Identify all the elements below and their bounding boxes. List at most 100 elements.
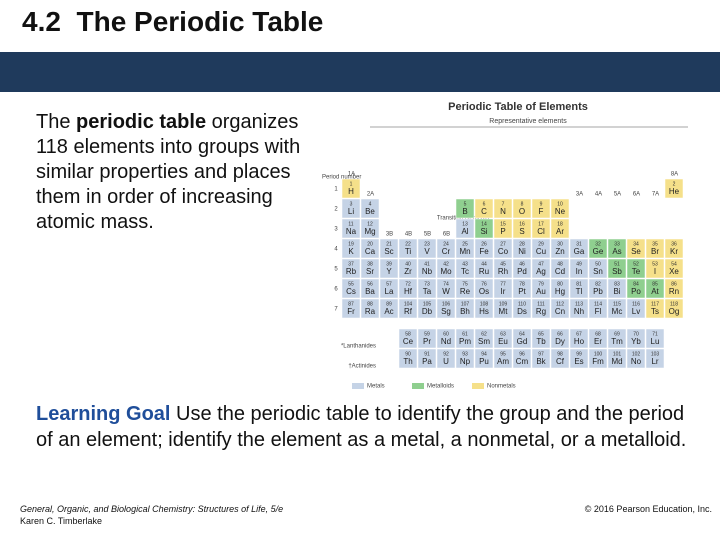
element-symbol: Ca — [365, 247, 376, 256]
atomic-number: 60 — [443, 331, 449, 337]
element-symbol: Re — [460, 287, 471, 296]
element-cell — [379, 238, 399, 259]
element-cell — [436, 298, 456, 319]
element-cell — [531, 238, 551, 259]
element-cell — [398, 258, 418, 279]
element-symbol: Tb — [536, 337, 546, 346]
element-cell — [588, 278, 608, 299]
element-cell — [341, 258, 361, 279]
element-cell — [645, 298, 665, 319]
element-cell — [474, 218, 494, 239]
atomic-number: 36 — [671, 241, 677, 247]
element-cell — [417, 238, 437, 259]
element-cell — [588, 258, 608, 279]
atomic-number: 109 — [499, 301, 508, 307]
element-symbol: Nd — [441, 337, 451, 346]
element-cell — [512, 218, 532, 239]
element-cell — [645, 258, 665, 279]
element-symbol: Cs — [346, 287, 356, 296]
element-symbol: Cl — [537, 227, 545, 236]
atomic-number: 81 — [576, 281, 582, 287]
footer-left: General, Organic, and Biological Chemist… — [20, 503, 320, 527]
atomic-number: 47 — [538, 261, 544, 267]
element-cell — [607, 238, 627, 259]
group-label: 6A — [633, 192, 640, 198]
element-symbol: Sr — [366, 267, 374, 276]
element-symbol: Np — [460, 357, 471, 366]
element-cell — [360, 198, 380, 219]
atomic-number: 34 — [633, 241, 639, 247]
element-symbol: Fm — [592, 357, 604, 366]
atomic-number: 105 — [423, 301, 432, 307]
element-cell — [512, 298, 532, 319]
atomic-number: 58 — [405, 331, 411, 337]
element-cell — [531, 218, 551, 239]
element-cell — [341, 198, 361, 219]
atomic-number: 48 — [557, 261, 563, 267]
group-label: 8A — [671, 172, 678, 178]
legend-label: Metals — [367, 384, 385, 390]
atomic-number: 16 — [519, 221, 525, 227]
element-cell — [417, 298, 437, 319]
atomic-number: 17 — [538, 221, 544, 227]
atomic-number: 90 — [405, 351, 411, 357]
element-symbol: He — [669, 187, 680, 196]
element-cell — [550, 238, 570, 259]
atomic-number: 14 — [481, 221, 487, 227]
element-cell — [417, 348, 437, 369]
element-cell — [341, 238, 361, 259]
element-symbol: Tc — [461, 267, 469, 276]
element-cell — [664, 298, 684, 319]
slide-title: 4.2 The Periodic Table — [22, 6, 324, 37]
element-cell — [664, 258, 684, 279]
atomic-number: 113 — [575, 301, 583, 307]
element-cell — [398, 238, 418, 259]
element-symbol: Li — [348, 207, 354, 216]
element-symbol: Cm — [516, 357, 529, 366]
atomic-number: 102 — [632, 351, 641, 357]
element-cell — [645, 328, 665, 349]
element-cell — [531, 258, 551, 279]
element-symbol: Ag — [536, 267, 546, 276]
element-cell — [493, 238, 513, 259]
element-cell — [455, 348, 475, 369]
element-symbol: Lr — [651, 357, 658, 366]
element-symbol: O — [519, 207, 525, 216]
element-cell — [550, 258, 570, 279]
atomic-number: 13 — [462, 221, 468, 227]
element-cell — [474, 198, 494, 219]
element-cell — [360, 258, 380, 279]
element-symbol: Bi — [613, 287, 620, 296]
element-cell — [531, 328, 551, 349]
element-symbol: S — [519, 227, 524, 236]
atomic-number: 57 — [386, 281, 392, 287]
element-symbol: Rh — [498, 267, 508, 276]
element-symbol: Rn — [669, 287, 679, 296]
element-symbol: No — [631, 357, 642, 366]
atomic-number: 111 — [537, 301, 545, 307]
element-symbol: Cr — [442, 247, 451, 256]
element-symbol: W — [442, 287, 450, 296]
element-cell — [455, 298, 475, 319]
legend-label: Metalloids — [427, 384, 454, 390]
element-symbol: Ds — [517, 307, 527, 316]
atomic-number: 96 — [519, 351, 525, 357]
element-symbol: Ra — [365, 307, 376, 316]
element-symbol: Ga — [574, 247, 585, 256]
atomic-number: 38 — [367, 261, 373, 267]
element-symbol: Bh — [460, 307, 470, 316]
atomic-number: 76 — [481, 281, 487, 287]
element-cell — [550, 198, 570, 219]
atomic-number: 65 — [538, 331, 544, 337]
atomic-number: 70 — [633, 331, 639, 337]
element-symbol: Fe — [479, 247, 489, 256]
atomic-number: 107 — [461, 301, 470, 307]
atomic-number: 1 — [350, 181, 353, 187]
group-label: 6B — [443, 232, 450, 238]
atomic-number: 85 — [652, 281, 658, 287]
element-symbol: Ni — [518, 247, 526, 256]
element-symbol: Ne — [555, 207, 566, 216]
element-symbol: Er — [594, 337, 602, 346]
element-symbol: Cf — [556, 357, 565, 366]
atomic-number: 26 — [481, 241, 487, 247]
